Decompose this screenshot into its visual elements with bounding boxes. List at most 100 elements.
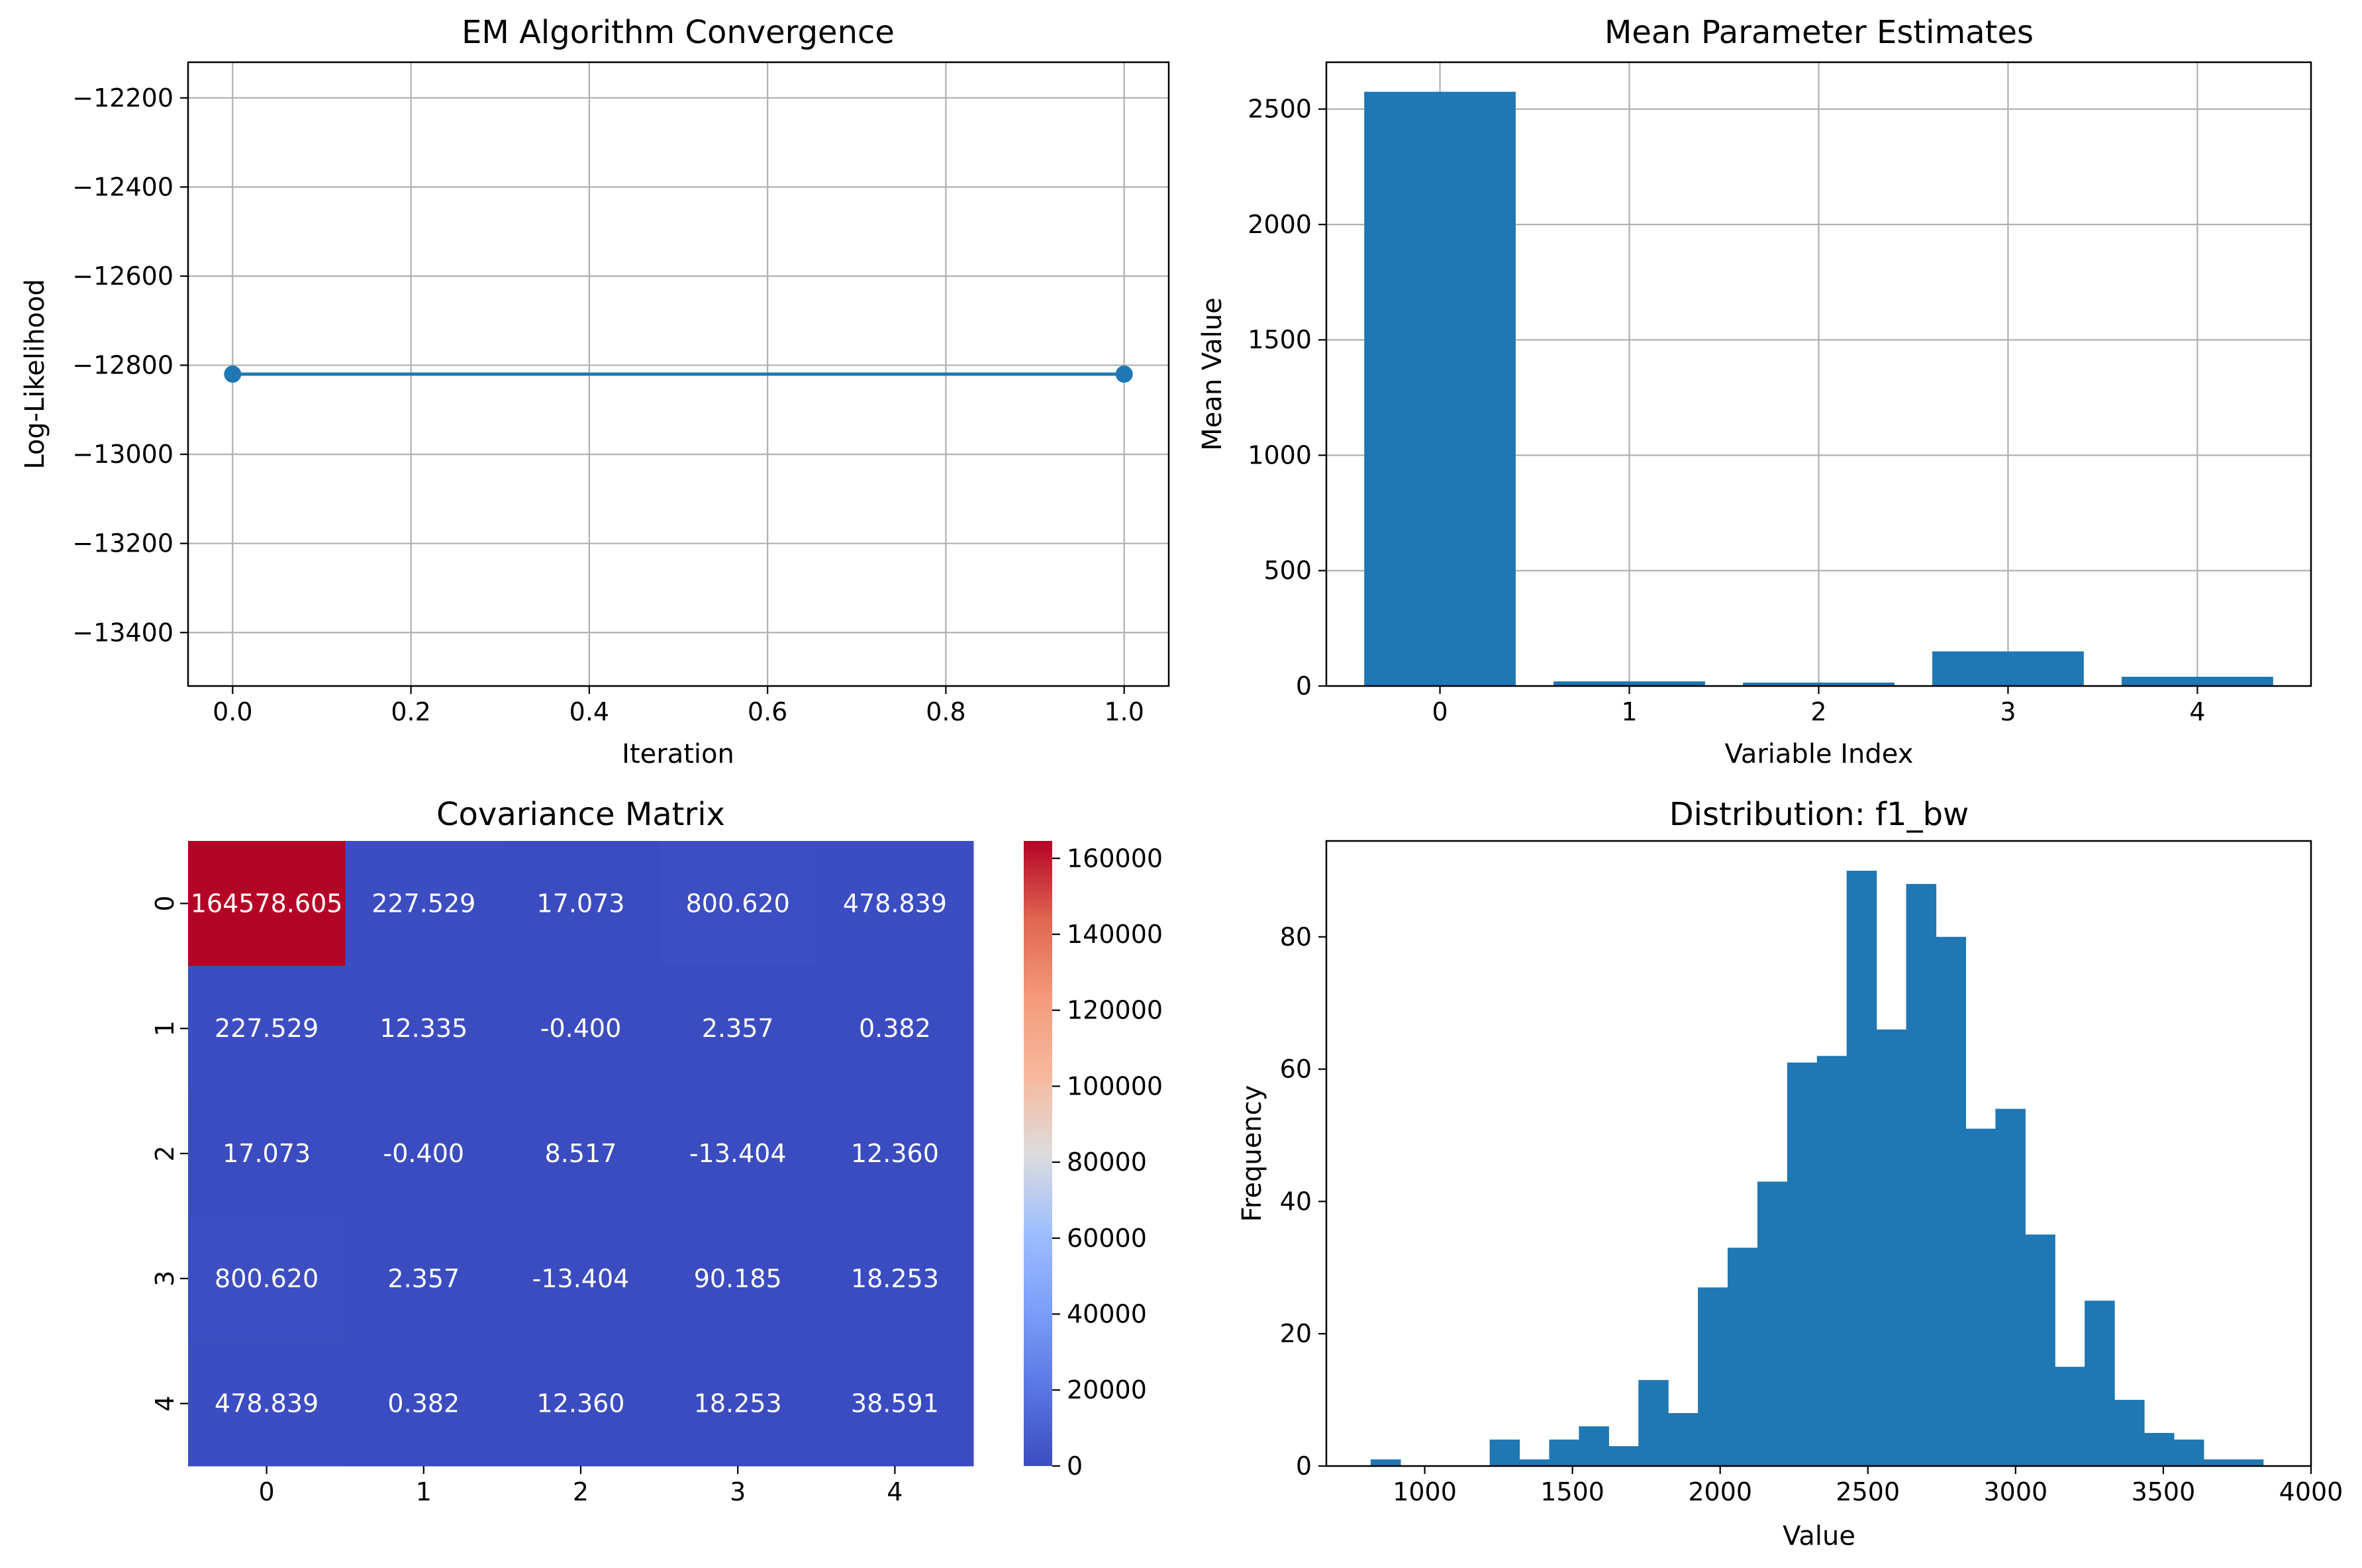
x-axis-label: Iteration [622,739,734,769]
cell-annotation: 800.620 [215,1264,319,1293]
cell-annotation: 18.253 [694,1389,782,1418]
cell-annotation: 2.357 [702,1014,774,1043]
heatmap-cell [345,965,503,1092]
chart-title: Distribution: f1_bw [1669,796,1969,833]
x-tick-label: 2 [573,1477,589,1506]
cell-annotation: 800.620 [686,889,790,918]
heatmap-cell [816,965,974,1092]
cell-annotation: 38.591 [851,1389,939,1418]
y-tick-label: 80 [1280,922,1312,952]
cell-annotation: -0.400 [540,1014,622,1043]
x-tick-label: 1.0 [1104,697,1144,726]
y-axis-label: Frequency [1237,1085,1267,1222]
x-tick-label: 4000 [2279,1477,2343,1506]
bar [1932,651,2084,686]
heatmap-cell [659,965,817,1092]
y-tick-label: 60 [1280,1055,1312,1084]
colorbar-tick-label: 100000 [1067,1071,1163,1101]
x-tick-label: 0 [1432,697,1448,726]
colorbar-gradient [1024,841,1052,1466]
heatmap-cell [659,1341,817,1467]
x-tick-label: 3500 [2132,1477,2196,1506]
heatmap-cell [345,1091,503,1216]
colorbar-tick-label: 120000 [1067,996,1163,1025]
y-tick-label: −12200 [72,83,173,113]
cell-annotation: 17.073 [537,889,625,918]
heatmap-cell [345,1341,503,1467]
heatmap-cell [659,1091,817,1216]
x-tick-label: 3000 [1983,1477,2047,1506]
colorbar-tick-label: 60000 [1067,1224,1147,1253]
cell-annotation: 227.529 [371,889,475,918]
heatmap-cell [502,841,660,967]
colorbar-tick-label: 80000 [1067,1148,1147,1177]
x-tick-label: 3 [2000,697,2016,726]
histogram-bar [1608,1446,1639,1466]
histogram-bar [1757,1181,1788,1466]
y-tick-label: 3 [150,1271,179,1287]
colorbar-tick-label: 0 [1067,1451,1083,1481]
x-tick-label: 1000 [1393,1477,1457,1506]
cell-annotation: 12.360 [537,1389,625,1418]
heatmap-cell [502,1216,660,1342]
heatmap-cell [659,841,817,967]
chart-title: Mean Parameter Estimates [1604,14,2034,51]
heatmap-cell [188,965,346,1092]
y-tick-label: −13200 [72,529,173,558]
histogram-bar [2085,1300,2115,1466]
cell-annotation: 18.253 [851,1264,939,1293]
histogram-bar [2114,1400,2145,1466]
cell-annotation: 12.360 [851,1139,939,1168]
cell-annotation: 0.382 [387,1389,460,1418]
covariance-heatmap: Covariance Matrix 164578.605 227.529 17.07… [150,796,1163,1506]
x-axis-label: Value [1783,1521,1855,1551]
histogram-bar [2203,1459,2234,1466]
y-tick-label: 4 [150,1396,179,1412]
y-tick-label: 1 [150,1020,179,1036]
heatmap-cell [502,1091,660,1216]
histogram-bar [1787,1062,1818,1466]
histogram-bar [1489,1440,1520,1466]
x-tick-label: 2000 [1688,1477,1752,1506]
histogram-bar [2025,1234,2055,1466]
y-tick-label: 0 [150,895,179,911]
plot-frame [187,61,1170,687]
histogram-bar [1370,1459,1401,1466]
histogram-bar [1668,1413,1698,1466]
histogram-bar [2173,1440,2204,1466]
x-tick-label: 0.0 [213,697,252,726]
y-tick-label: 500 [1263,556,1312,585]
y-tick-label: 0 [1296,1451,1312,1481]
x-tick-label: 4 [887,1477,903,1506]
x-tick-label: 1 [416,1477,432,1506]
x-tick-label: 3 [730,1477,746,1506]
distribution-histogram: Distribution: f1_bw 1000 1500 2000 2500 3000… [1237,796,2343,1551]
x-tick-label: 1 [1621,697,1637,726]
histogram-bar [1728,1248,1758,1466]
histogram-bar [1638,1380,1669,1466]
heatmap-cell [188,1091,346,1216]
y-axis-label: Mean Value [1197,297,1228,451]
heatmap-cell [816,1216,974,1342]
plot-frame [1325,840,2312,1467]
y-tick-label: 2500 [1248,95,1312,124]
cell-annotation: 478.839 [215,1389,319,1418]
mean-estimates-bar-chart: Mean Parameter Estimates 0 500 1000 1500 200… [1197,14,2312,769]
histogram-bar [1995,1108,2026,1466]
histogram-bar [1876,1029,1907,1466]
heatmap-cell [659,1216,817,1342]
y-axis-label: Log-Likelihood [20,279,50,469]
histogram-bar [1698,1287,1728,1466]
histogram-bar [1579,1426,1609,1466]
heatmap-cell [345,1216,503,1342]
x-axis-label: Variable Index [1725,739,1914,769]
x-tick-label: 4 [2189,697,2205,726]
colorbar: 0 20000 40000 60000 80000 100000 120000 140000 1… [1024,841,1163,1481]
colorbar-tick-label: 160000 [1067,844,1163,873]
histogram-bar [1965,1128,1996,1466]
bar [1553,681,1705,686]
histogram-bar [1816,1055,1847,1466]
histogram-bar [1549,1440,1580,1466]
heatmap-cell [816,841,974,967]
